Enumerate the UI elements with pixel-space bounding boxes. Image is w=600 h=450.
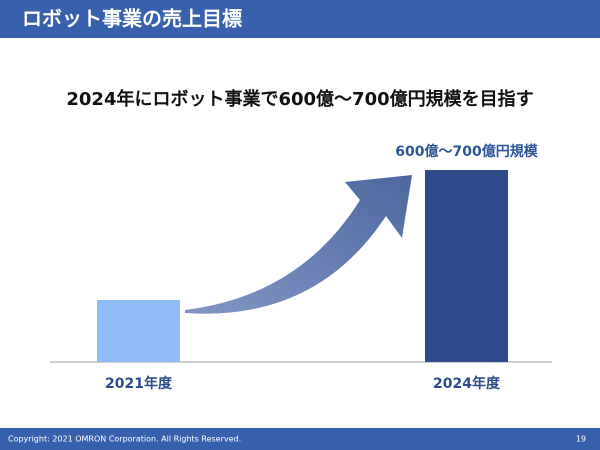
- page-number: 19: [576, 435, 586, 444]
- bar: [97, 299, 180, 362]
- copyright: Copyright: 2021 OMRON Corporation. All R…: [8, 435, 241, 444]
- bar: [425, 170, 508, 362]
- slide-title: ロボット事業の売上目標: [22, 7, 242, 31]
- value-label: 600億～700億円規模: [395, 143, 538, 160]
- x-tick-label: 2021年度: [105, 375, 173, 392]
- chart-title: 2024年にロボット事業で600億～700億円規模を目指す: [66, 88, 533, 110]
- footer-bar: [0, 428, 600, 450]
- header-bar: [0, 0, 600, 38]
- growth-arrow: [185, 175, 412, 314]
- x-tick-label: 2024年度: [433, 375, 501, 392]
